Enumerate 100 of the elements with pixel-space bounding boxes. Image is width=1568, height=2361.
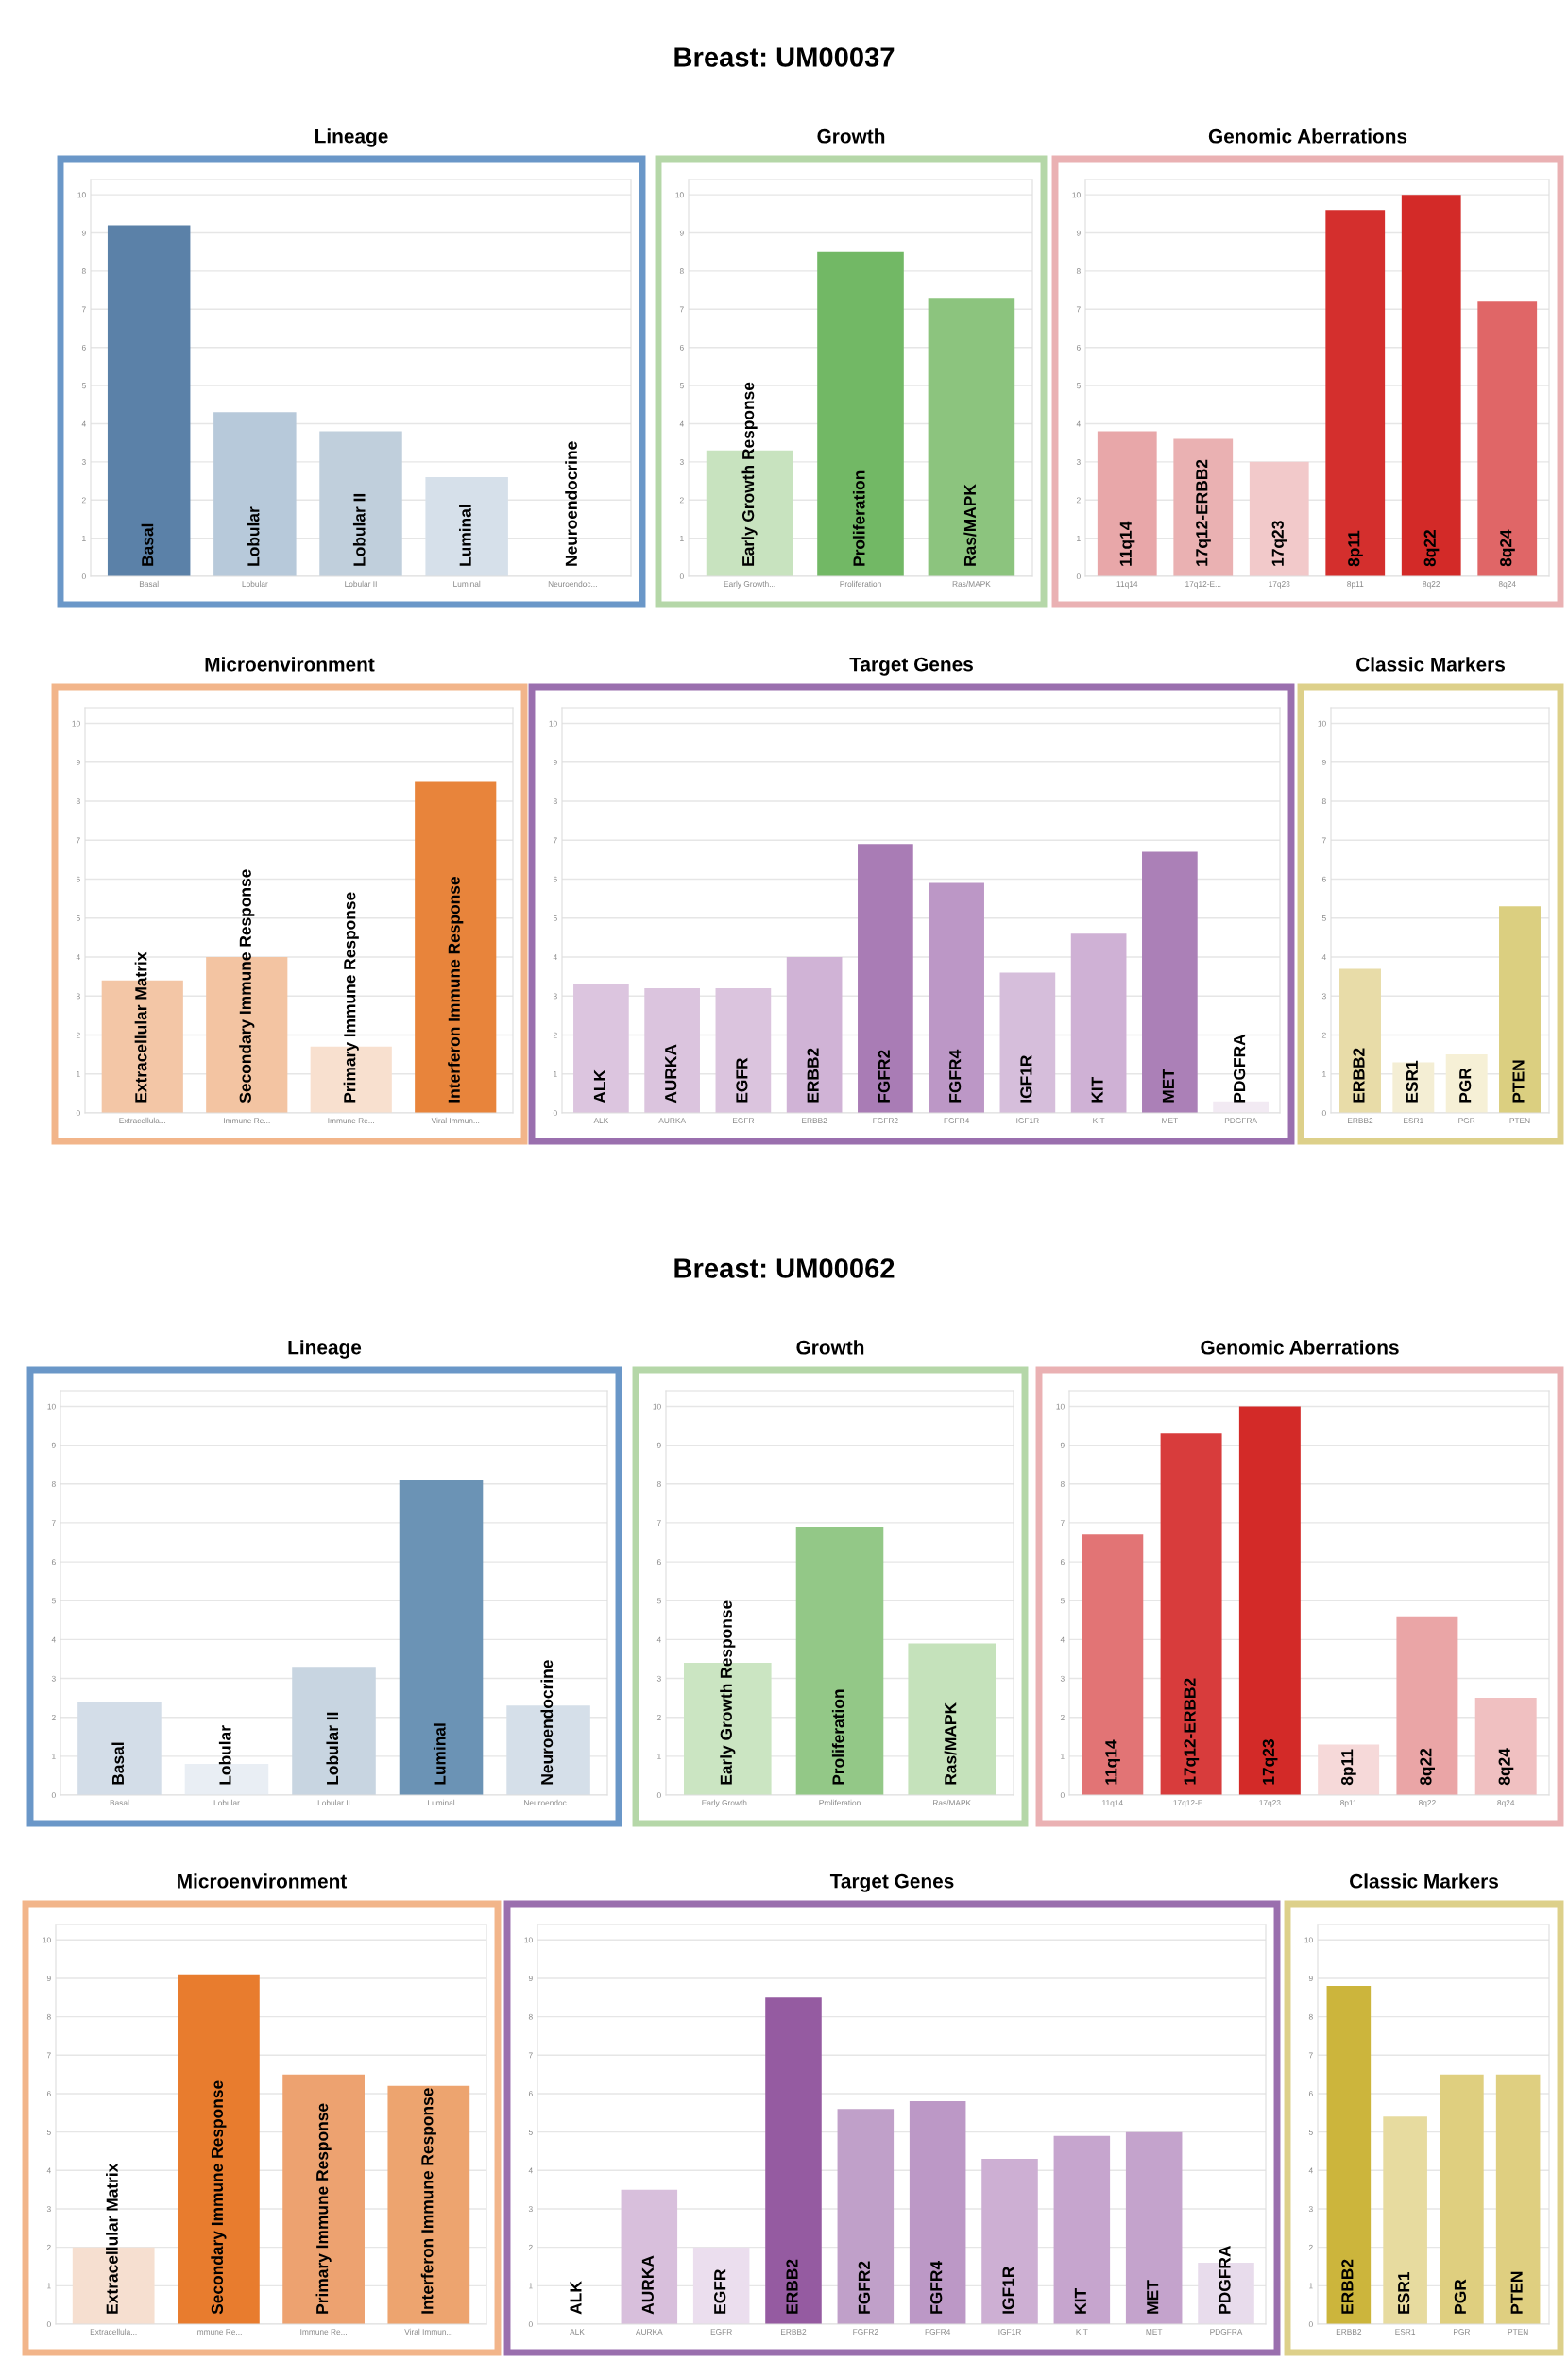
annotation: Early Growth Response bbox=[741, 382, 758, 566]
y-tick-label: 5 bbox=[51, 1598, 56, 1604]
annotation: Secondary Immune Response bbox=[211, 2080, 227, 2315]
annotation: Interferon Immune Response bbox=[448, 877, 464, 1103]
bar bbox=[1383, 2116, 1427, 2324]
bar bbox=[981, 2159, 1038, 2324]
y-tick-label: 3 bbox=[81, 459, 86, 465]
x-tick-label: Immune Re... bbox=[224, 1118, 270, 1123]
x-tick-label: FGFR4 bbox=[948, 1049, 962, 1103]
bar bbox=[387, 2085, 470, 2324]
y-tick-label: 7 bbox=[46, 2052, 51, 2059]
chart-title: Classic Markers bbox=[1356, 657, 1505, 672]
y-tick-label: 10 bbox=[653, 1403, 661, 1410]
y-tick-label: 7 bbox=[553, 837, 557, 844]
bar bbox=[817, 251, 904, 576]
y-tick-label: 5 bbox=[46, 2129, 51, 2135]
x-tick-label: 8p11 bbox=[1347, 581, 1364, 589]
y-tick-label: 2 bbox=[51, 1714, 56, 1720]
y-tick-label: 0 bbox=[81, 573, 86, 580]
y-tick-label: 2 bbox=[76, 1032, 80, 1038]
y-tick-label: 1 bbox=[529, 2283, 533, 2289]
annotation: Secondary Immune Response bbox=[239, 869, 255, 1104]
y-tick-label: 8 bbox=[1321, 798, 1326, 805]
y-tick-label: 6 bbox=[528, 2091, 533, 2097]
x-tick-label: ERBB2 bbox=[1353, 1048, 1365, 1103]
y-tick-label: 3 bbox=[528, 2206, 533, 2213]
y-tick-label: 3 bbox=[1060, 1675, 1065, 1682]
y-tick-label: 8 bbox=[51, 1480, 56, 1487]
x-tick-label: Immune Re... bbox=[196, 2329, 242, 2335]
x-tick-label: 8q22 bbox=[1423, 581, 1440, 589]
text: Breast: UM00037 bbox=[674, 47, 895, 67]
bar bbox=[644, 988, 700, 1113]
y-tick-label: 8 bbox=[46, 2013, 51, 2020]
x-tick-label: 11q14 bbox=[1116, 581, 1138, 589]
bar bbox=[573, 984, 629, 1113]
y-tick-label: 9 bbox=[51, 1442, 56, 1448]
x-tick-label: Viral Immun... bbox=[431, 1117, 480, 1123]
y-tick-label: 3 bbox=[656, 1675, 661, 1682]
x-tick-label: KIT bbox=[1091, 1076, 1103, 1103]
x-tick-label: Neuroendoc... bbox=[548, 580, 597, 587]
chart-title: Lineage bbox=[315, 128, 388, 147]
y-tick-label: 7 bbox=[81, 306, 86, 313]
y-tick-label: 1 bbox=[52, 1754, 56, 1759]
y-tick-label: 10 bbox=[1318, 720, 1326, 727]
x-tick-label: ERBB2 bbox=[786, 2259, 798, 2314]
annotation: 17q12-ERBB2 bbox=[1196, 459, 1211, 566]
bar bbox=[107, 225, 191, 576]
y-tick-label: 10 bbox=[1304, 1937, 1313, 1943]
chart-title: Classic Markers bbox=[1350, 1873, 1498, 1889]
bar bbox=[292, 1667, 376, 1795]
y-tick-label: 8 bbox=[1076, 268, 1081, 275]
bar bbox=[837, 2109, 895, 2324]
bar bbox=[1070, 933, 1127, 1113]
y-tick-label: 3 bbox=[1321, 993, 1326, 1000]
y-tick-label: 6 bbox=[553, 876, 557, 882]
y-tick-label: 7 bbox=[528, 2052, 533, 2059]
y-tick-label: 10 bbox=[524, 1937, 533, 1943]
bar bbox=[1477, 301, 1538, 576]
x-tick-label: Extracellula... bbox=[90, 2328, 137, 2335]
y-tick-label: 10 bbox=[72, 720, 80, 727]
x-tick-label: Lobular II bbox=[317, 1799, 350, 1805]
y-tick-label: 5 bbox=[553, 915, 557, 921]
bar bbox=[399, 1480, 484, 1795]
annotation: Interferon Immune Response bbox=[420, 2088, 436, 2314]
y-tick-label: 4 bbox=[81, 420, 86, 427]
y-tick-label: 1 bbox=[47, 2283, 51, 2289]
y-tick-label: 1 bbox=[554, 1071, 557, 1077]
y-tick-label: 6 bbox=[46, 2091, 51, 2097]
x-tick-label: 17q12-E... bbox=[1185, 581, 1221, 589]
y-tick-label: 5 bbox=[81, 383, 86, 389]
bar bbox=[425, 477, 508, 576]
x-tick-label: Neuroendoc... bbox=[524, 1799, 572, 1805]
y-tick-label: 10 bbox=[1072, 192, 1081, 198]
chart-title: Growth bbox=[796, 1340, 864, 1355]
bar bbox=[909, 2101, 966, 2324]
y-tick-label: 10 bbox=[549, 720, 557, 727]
y-tick-label: 1 bbox=[1322, 1071, 1326, 1077]
annotation: Early Growth Response bbox=[720, 1600, 736, 1785]
y-tick-label: 7 bbox=[656, 1520, 661, 1526]
y-tick-label: 5 bbox=[1321, 915, 1326, 921]
x-tick-label: 8q24 bbox=[1497, 1800, 1515, 1807]
x-tick-label: PDGFRA bbox=[1233, 1034, 1246, 1103]
chart-title: Microenvironment bbox=[205, 657, 375, 672]
y-tick-label: 1 bbox=[1061, 1754, 1065, 1759]
y-tick-label: 6 bbox=[1308, 2091, 1313, 2097]
y-tick-label: 9 bbox=[76, 759, 80, 765]
y-tick-label: 7 bbox=[679, 306, 684, 313]
y-tick-label: 7 bbox=[51, 1520, 56, 1526]
x-tick-label: ESR1 bbox=[1406, 1060, 1418, 1103]
y-tick-label: 5 bbox=[679, 383, 684, 389]
y-tick-label: 4 bbox=[1321, 954, 1326, 961]
bar bbox=[786, 957, 843, 1113]
x-tick-label: 17q12-E... bbox=[1173, 1800, 1209, 1807]
y-tick-label: 2 bbox=[1308, 2244, 1313, 2250]
x-tick-label: FGFR2 bbox=[858, 2261, 870, 2314]
annotation: Extracellular Matrix bbox=[106, 2163, 118, 2314]
y-tick-label: 9 bbox=[1076, 230, 1081, 236]
y-tick-label: 2 bbox=[553, 1032, 557, 1038]
bar bbox=[1053, 2135, 1111, 2324]
bar bbox=[1160, 1433, 1222, 1795]
